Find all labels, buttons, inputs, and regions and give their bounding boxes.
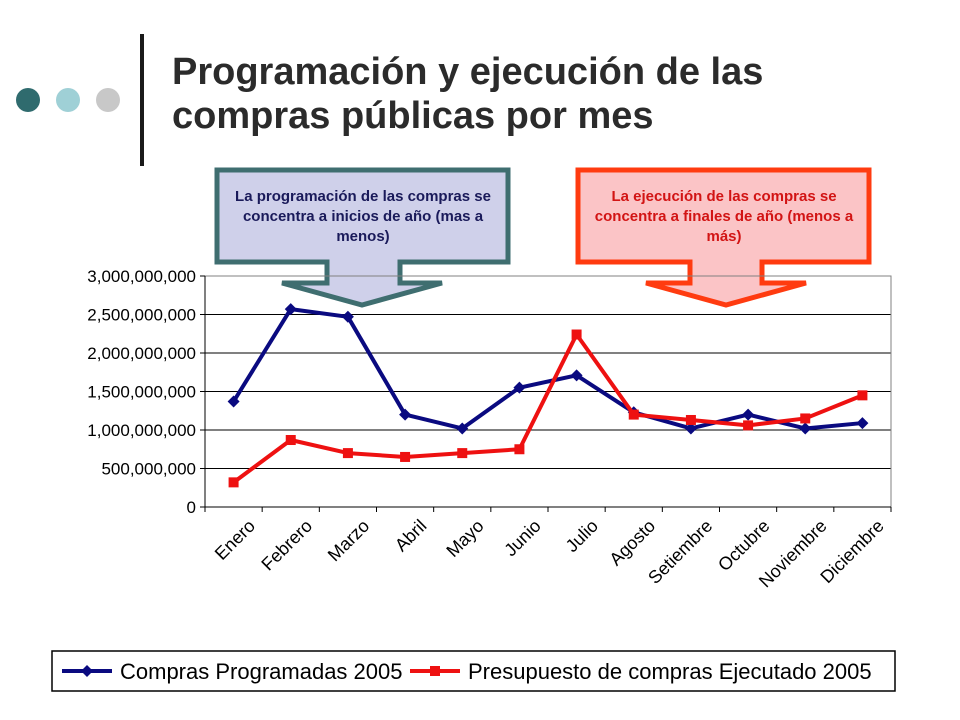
y-tick-label: 1,000,000,000 <box>87 421 196 440</box>
data-point <box>628 409 639 420</box>
data-point <box>684 422 697 435</box>
data-point <box>285 435 296 446</box>
x-tick-label: Mayo <box>442 516 487 561</box>
title-line-2: compras públicas por mes <box>172 95 654 137</box>
legend-label: Compras Programadas 2005 <box>120 659 402 684</box>
callout-ejecucion-text: La ejecución de las compras se concentra… <box>594 188 854 245</box>
dot-light <box>56 88 80 112</box>
callout-arrows <box>214 167 872 308</box>
x-tick-label: Abril <box>391 516 431 556</box>
x-tick-label: Febrero <box>257 516 316 575</box>
x-tick-label: Julio <box>562 516 602 556</box>
callout-programacion-text: La programación de las compras se concen… <box>235 188 491 245</box>
data-point <box>399 408 412 421</box>
data-point <box>456 422 469 435</box>
data-point <box>800 413 811 424</box>
data-point <box>342 448 353 459</box>
legend-label: Presupuesto de compras Ejecutado 2005 <box>468 659 872 684</box>
data-point <box>227 395 240 408</box>
legend-item-1: Compras Programadas 2005 <box>62 659 402 684</box>
y-tick-label: 1,500,000,000 <box>87 383 196 402</box>
series-layer <box>227 303 869 488</box>
data-point <box>228 477 239 488</box>
page-title: Programación y ejecución de las compras … <box>172 50 932 138</box>
data-point <box>743 420 754 431</box>
title-line-1: Programación y ejecución de las <box>172 51 764 93</box>
data-point <box>430 666 440 676</box>
data-point <box>570 369 583 382</box>
data-point <box>513 381 526 394</box>
data-point <box>81 665 93 677</box>
y-tick-label: 2,000,000,000 <box>87 344 196 363</box>
y-tick-label: 500,000,000 <box>101 460 196 479</box>
x-tick-label: Octubre <box>714 516 773 575</box>
dot-gray <box>96 88 120 112</box>
data-point <box>799 422 812 435</box>
title-divider <box>140 34 144 166</box>
data-point <box>400 451 411 462</box>
series-line <box>232 332 864 484</box>
x-tick-label: Junio <box>500 516 545 561</box>
data-point <box>685 414 696 425</box>
data-point <box>627 406 640 419</box>
x-tick-label: Diciembre <box>816 516 887 587</box>
data-point <box>742 408 755 421</box>
data-point <box>514 444 525 455</box>
x-tick-label: Marzo <box>324 516 374 566</box>
chart-legend: Compras Programadas 2005 Presupuesto de c… <box>51 650 896 692</box>
data-point <box>457 448 468 459</box>
x-tick-label: Setiembre <box>644 516 716 588</box>
data-point <box>856 417 869 430</box>
y-tick-label: 0 <box>187 498 196 517</box>
data-point <box>857 390 868 401</box>
x-tick-label: Enero <box>211 516 259 564</box>
series-2 <box>228 329 868 488</box>
dot-dark <box>16 88 40 112</box>
legend-item-2: Presupuesto de compras Ejecutado 2005 <box>410 659 872 684</box>
x-tick-label: Noviembre <box>755 516 831 592</box>
x-tick-label: Agosto <box>605 516 659 570</box>
legend-box <box>51 650 896 692</box>
data-point <box>571 329 582 340</box>
